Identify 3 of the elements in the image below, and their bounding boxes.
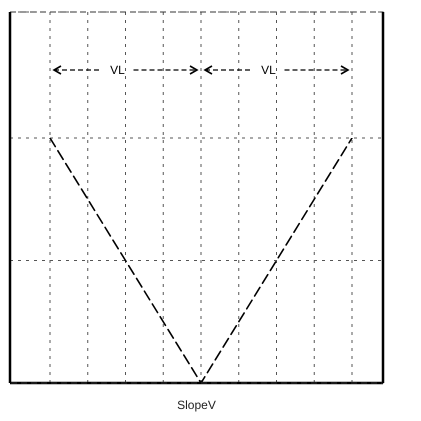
- x-axis-title: SlopeV: [177, 398, 216, 412]
- text: VL: [261, 63, 276, 77]
- text: VL: [110, 63, 126, 77]
